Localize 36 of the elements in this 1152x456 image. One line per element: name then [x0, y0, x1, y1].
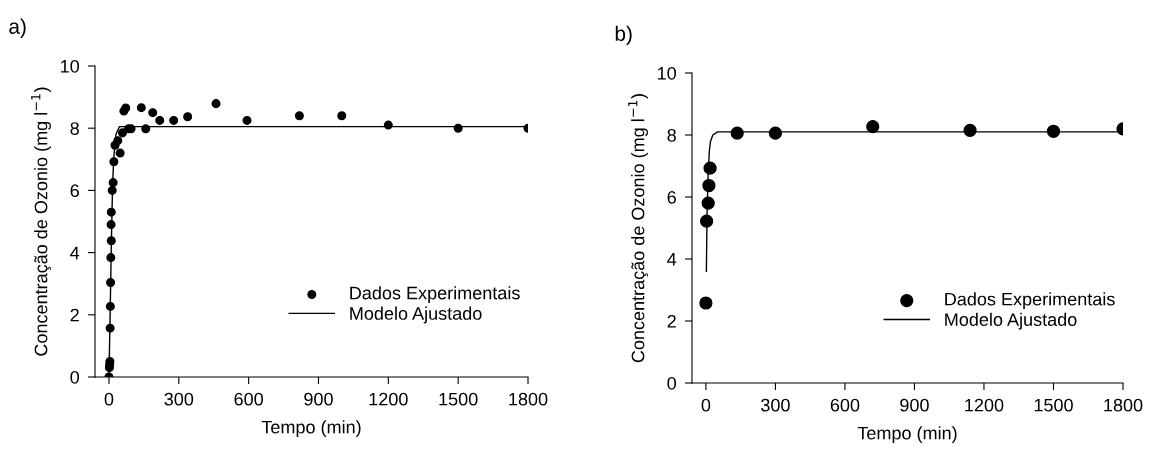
y-tick-label: 2 — [667, 314, 676, 328]
y-tick-label: 8 — [70, 122, 79, 135]
x-tick-label: 900 — [900, 398, 929, 412]
y-tick-label: 4 — [70, 246, 80, 260]
x-tick-label: 0 — [104, 392, 114, 406]
y-tick-label: 10 — [61, 59, 80, 73]
y-tick-label: 2 — [70, 308, 79, 322]
legend-label: Dados Experimentais — [350, 286, 520, 303]
chart-title: b) — [615, 25, 632, 46]
x-tick-label: 1500 — [1034, 398, 1073, 412]
x-tick-label: 300 — [164, 392, 194, 406]
y-axis-title: Concentração de Ozonio (mg l$^{−1}$) — [31, 87, 52, 356]
y-tick-label: 0 — [667, 376, 677, 390]
legend-label: Modelo Ajustado — [945, 312, 1077, 330]
x-tick-label: 0 — [701, 398, 711, 412]
x-tick-label: 1800 — [509, 392, 548, 406]
chart-title: a) — [9, 18, 26, 38]
x-tick-label: 600 — [830, 398, 860, 412]
y-tick-label: 10 — [658, 66, 677, 80]
legend-label: Dados Experimentais — [945, 292, 1115, 310]
x-tick-label: 900 — [304, 392, 333, 406]
x-tick-label: 1200 — [965, 398, 1004, 412]
x-axis-title: Tempo (min) — [857, 426, 957, 444]
y-tick-label: 6 — [70, 184, 79, 198]
x-tick-label: 1200 — [369, 392, 408, 406]
y-tick-label: 8 — [667, 128, 676, 142]
x-tick-label: 600 — [234, 392, 263, 406]
legend-label: Modelo Ajustado — [350, 306, 482, 324]
y-tick-label: 6 — [667, 190, 676, 204]
x-tick-label: 300 — [761, 398, 790, 412]
x-axis-title: Tempo (min) — [261, 420, 361, 438]
y-tick-label: 0 — [70, 370, 80, 384]
x-tick-label: 1800 — [1104, 398, 1143, 412]
y-axis-title: Concentração de Ozonio (mg l$^{−1}$) — [628, 94, 649, 363]
x-tick-label: 1500 — [439, 392, 478, 406]
y-tick-label: 4 — [667, 253, 677, 266]
